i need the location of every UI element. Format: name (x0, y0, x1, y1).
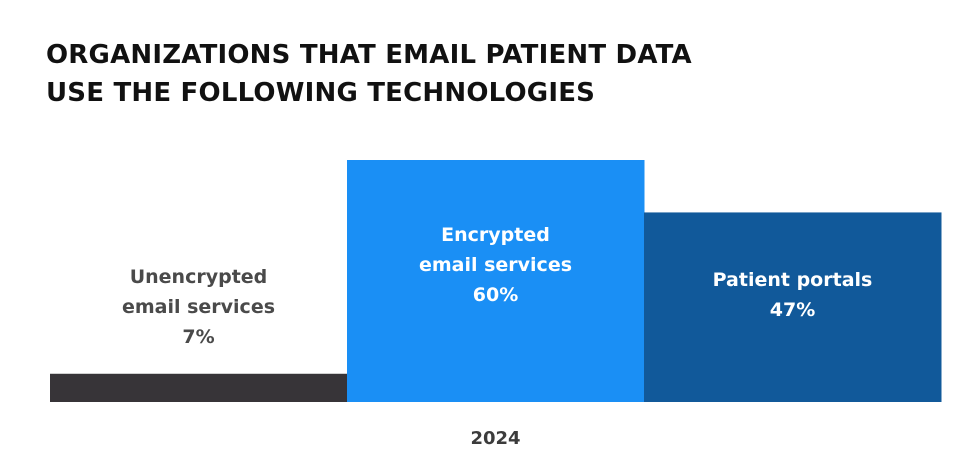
bar-label-line: Encrypted (441, 224, 550, 246)
bar-labels-group: Unencrypted email services 7% Encrypted emai… (122, 224, 872, 348)
bar-label-encrypted-email-services: Encrypted email services 60% (419, 224, 572, 306)
bar-label-line: Unencrypted (130, 266, 268, 288)
chart-title-line-1: ORGANIZATIONS THAT EMAIL PATIENT DATA (46, 40, 692, 70)
bar-label-line: email services (122, 296, 275, 318)
bar-label-line: 7% (182, 326, 214, 348)
bar-unencrypted-email-services (50, 373, 348, 402)
bars-group (50, 160, 942, 402)
bar-encrypted-email-services (347, 160, 645, 402)
bar-label-line: 47% (770, 299, 815, 321)
bar-label-line: Patient portals (713, 269, 873, 291)
x-tick-label: 2024 (470, 428, 520, 449)
bar-label-patient-portals: Patient portals 47% (713, 269, 873, 321)
chart-title-line-2: USE THE FOLLOWING TECHNOLOGIES (46, 78, 596, 108)
bar-label-unencrypted-email-services: Unencrypted email services 7% (122, 266, 275, 348)
x-axis: 2024 (470, 428, 520, 449)
chart-title: ORGANIZATIONS THAT EMAIL PATIENT DATA US… (46, 36, 692, 112)
bar-label-line: 60% (473, 284, 518, 306)
bar-label-line: email services (419, 254, 572, 276)
bar-patient-portals (644, 212, 942, 402)
